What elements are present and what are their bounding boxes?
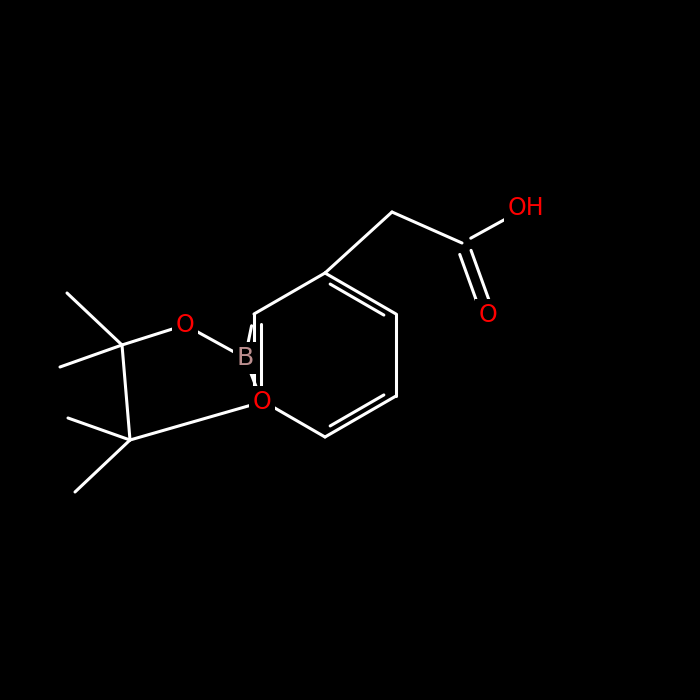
Text: O: O: [253, 390, 272, 414]
Text: O: O: [479, 303, 498, 327]
Text: O: O: [176, 313, 195, 337]
Text: B: B: [237, 346, 253, 370]
Text: OH: OH: [508, 196, 545, 220]
